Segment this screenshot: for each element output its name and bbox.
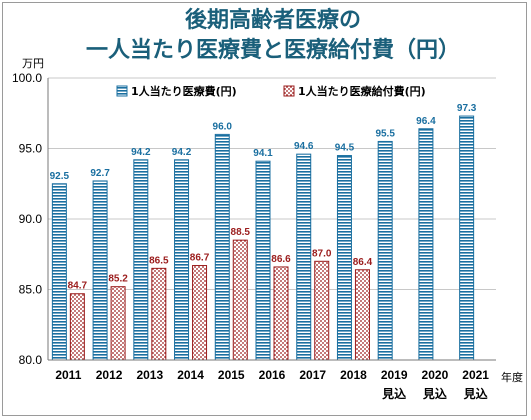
data-label-medical-cost: 96.4 [416, 116, 436, 127]
bar-medical-cost [296, 153, 312, 361]
y-tick-label: 95.0 [19, 142, 43, 156]
bar-medical-cost [459, 115, 475, 361]
bar-benefit-cost [354, 269, 370, 361]
data-label-benefit-cost: 84.7 [68, 281, 88, 292]
bar-benefit-cost [273, 266, 289, 361]
x-tick-label: 2018 [340, 368, 367, 382]
x-tick-label: 2019 [381, 368, 408, 382]
x-tick-label: 2012 [96, 368, 123, 382]
bar-benefit-cost [69, 293, 85, 361]
bar-benefit-cost [151, 267, 167, 361]
data-label-benefit-cost: 86.6 [271, 254, 291, 265]
data-label-benefit-cost: 85.2 [108, 274, 128, 285]
bars [51, 115, 475, 361]
data-label-medical-cost: 94.2 [172, 147, 192, 158]
legend-swatch-benefit-cost [283, 85, 295, 97]
bar-medical-cost [133, 159, 149, 361]
legend-swatch-medical-cost [116, 85, 128, 97]
data-label-medical-cost: 94.6 [294, 141, 314, 152]
legend: 1人当たり医療費(円) 1人当たり医療給付費(円) [116, 84, 426, 98]
data-label-benefit-cost: 88.5 [231, 227, 251, 238]
x-tick-sublabel: 見込 [463, 386, 488, 401]
legend-label-benefit-cost: 1人当たり医療給付費(円) [298, 84, 426, 98]
bar-medical-cost [255, 160, 271, 361]
legend-label-medical-cost: 1人当たり医療費(円) [131, 84, 237, 98]
x-tick-label: 2017 [299, 368, 326, 382]
x-tick-label: 2015 [218, 368, 245, 382]
bar-medical-cost [336, 155, 352, 361]
data-labels: 92.5 84.7 92.7 85.2 94.2 86.5 94.2 86.7 96.0 88.5… [50, 103, 477, 292]
x-axis-unit: 年度 [501, 370, 523, 384]
data-label-medical-cost: 94.1 [253, 148, 273, 159]
bar-medical-cost [51, 183, 67, 361]
data-label-medical-cost: 92.5 [50, 171, 70, 182]
data-label-medical-cost: 92.7 [90, 168, 110, 179]
data-label-benefit-cost: 86.7 [190, 253, 210, 264]
y-axis-unit: 万円 [22, 57, 44, 70]
data-label-medical-cost: 95.5 [375, 128, 395, 139]
y-tick-label: 85.0 [19, 283, 43, 297]
data-label-medical-cost: 96.0 [213, 121, 233, 132]
chart-frame [2, 2, 527, 416]
y-tick-label: 80.0 [19, 353, 43, 367]
bar-benefit-cost [192, 265, 208, 361]
x-tick-label: 2020 [422, 368, 449, 382]
data-label-medical-cost: 97.3 [457, 103, 477, 114]
bar-benefit-cost [232, 239, 248, 361]
y-tick-label: 90.0 [19, 212, 43, 226]
data-label-medical-cost: 94.2 [131, 147, 151, 158]
x-tick-label: 2014 [177, 368, 204, 382]
data-label-benefit-cost: 86.4 [353, 257, 373, 268]
x-tick-label: 2011 [55, 368, 81, 382]
x-tick-label: 2021 [462, 368, 489, 382]
x-tick-label: 2016 [259, 368, 286, 382]
chart-title-line2: 一人当たり医療費と医療給付費（円） [86, 37, 460, 63]
bar-medical-cost [418, 128, 434, 361]
bar-benefit-cost [110, 286, 126, 361]
bar-medical-cost [174, 159, 190, 361]
data-label-benefit-cost: 87.0 [312, 248, 332, 259]
x-tick-label: 2013 [136, 368, 163, 382]
data-label-benefit-cost: 86.5 [149, 255, 169, 266]
chart-title-line1: 後期高齢者医療の [185, 7, 361, 33]
y-tick-label: 100.0 [12, 71, 42, 85]
bar-medical-cost [214, 133, 230, 361]
x-tick-sublabel: 見込 [422, 386, 447, 401]
x-tick-sublabel: 見込 [381, 386, 406, 401]
bar-benefit-cost [314, 260, 330, 361]
bar-medical-cost [92, 180, 108, 361]
bar-medical-cost [377, 140, 393, 361]
axes: 100.0 95.0 90.0 85.0 80.0 2011 2012 2013 2014 201… [12, 71, 496, 401]
data-label-medical-cost: 94.5 [335, 143, 355, 154]
